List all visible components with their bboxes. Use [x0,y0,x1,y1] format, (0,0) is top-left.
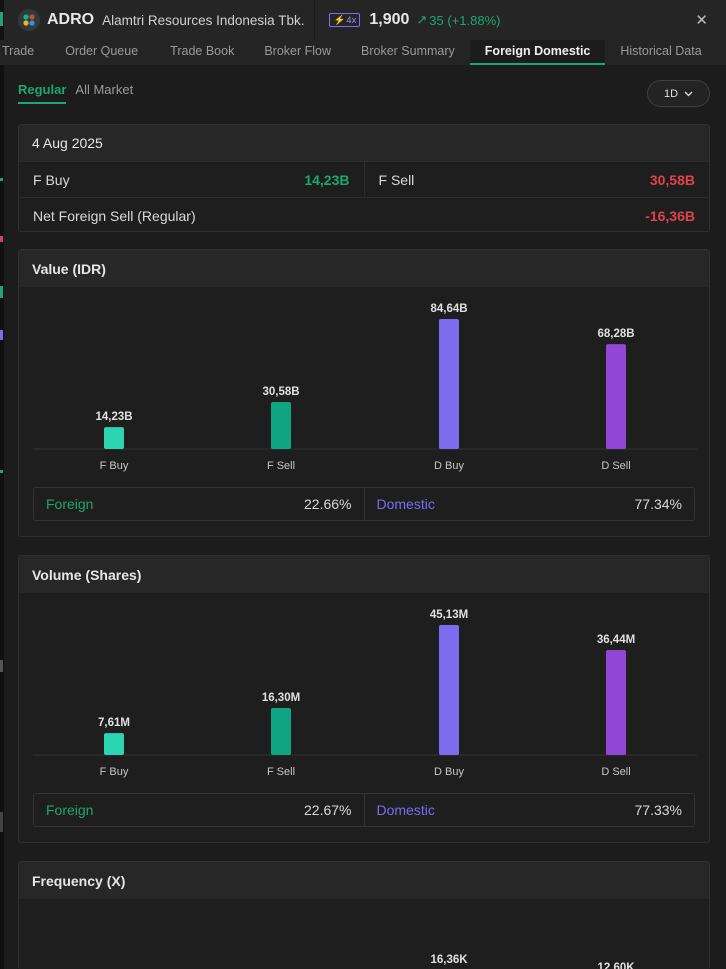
tab-bar: Trade Order Queue Trade Book Broker Flow… [0,40,726,65]
volume-domestic-cell: Domestic 77.33% [363,794,695,826]
value-category-f-buy: F Buy [100,460,129,472]
header-divider [314,0,316,40]
value-bar-label-d-buy: 84,64B [430,303,467,315]
value-category-f-sell: F Sell [267,460,295,472]
value-foreign-pct: 22.66% [304,496,352,512]
volume-foreign-cell: Foreign 22.67% [34,794,364,826]
frequency-bar-chart: 16,36K 12,60K [430,954,635,969]
volume-bar-label-d-buy: 45,13M [430,609,468,621]
frequency-title: Frequency (X) [19,862,709,899]
f-sell-value: 30,58B [649,171,695,188]
leverage-badge[interactable]: ⚡ 4x [329,13,361,27]
volume-bar-chart: 7,61M F Buy 16,30M F Sell 45,13M D Buy 36,44M D… [33,609,697,778]
value-domestic-cell: Domestic 77.34% [363,488,695,520]
net-foreign-cell: Net Foreign Sell (Regular) -16,36B [19,198,709,231]
adjacent-window-edge [0,0,4,969]
value-domestic-label: Domestic [376,496,435,512]
summary-panel: 4 Aug 2025 F Buy 14,23B F Sell 30,58B Ne… [18,124,710,232]
volume-bar-label-f-sell: 16,30M [262,692,300,704]
subtab-regular[interactable]: Regular [18,82,67,104]
volume-ratio-row: Foreign 22.67% Domestic 77.33% [33,793,695,827]
volume-bar-d-buy[interactable] [439,625,459,755]
volume-bar-d-sell[interactable] [606,650,626,755]
value-ratio-row: Foreign 22.66% Domestic 77.34% [33,487,695,521]
tab-broker-flow[interactable]: Broker Flow [264,44,332,58]
stock-header: ADRO Alamtri Resources Indonesia Tbk. ⚡ … [4,0,726,40]
volume-foreign-label: Foreign [46,802,94,818]
volume-bar-label-d-sell: 36,44M [597,634,635,646]
tab-trade[interactable]: Trade [2,44,35,58]
volume-bar-f-buy[interactable] [104,733,124,755]
tab-trade-book[interactable]: Trade Book [170,44,235,58]
volume-category-d-buy: D Buy [434,766,464,778]
value-panel: Value (IDR) 14,23B F Buy 30,58B F Sell 84,64… [18,249,710,537]
volume-panel: Volume (Shares) 7,61M F Buy 16,30M F Sell 45… [18,555,710,843]
ticker-symbol: ADRO [47,11,95,28]
value-bar-d-sell[interactable] [606,344,626,449]
chevron-down-icon [684,91,693,96]
net-foreign-label: Net Foreign Sell (Regular) [33,207,196,224]
volume-foreign-pct: 22.67% [304,802,352,818]
value-bar-label-f-sell: 30,58B [262,386,299,398]
company-logo [18,9,40,31]
bolt-icon: ⚡ [333,14,346,26]
frequency-bar-label-d-sell: 12,60K [597,962,635,969]
tab-foreign-domestic[interactable]: Foreign Domestic [469,40,606,65]
last-price: 1,900 [369,11,410,28]
frequency-bar-label-d-buy: 16,36K [430,954,468,966]
f-sell-cell: F Sell 30,58B [363,162,710,197]
price-change: ↗ 35 (+1.88%) [416,12,500,28]
leverage-value: 4x [346,14,357,26]
period-value: 1D [663,87,679,100]
f-buy-label: F Buy [33,171,70,188]
volume-bar-f-sell[interactable] [271,708,291,755]
value-bar-label-d-sell: 68,28B [597,328,634,340]
value-domestic-pct: 77.34% [634,496,682,512]
f-sell-label: F Sell [378,171,415,188]
f-buy-cell: F Buy 14,23B [19,162,364,197]
subtab-all-market[interactable]: All Market [75,82,134,97]
value-foreign-label: Foreign [46,496,94,512]
tab-broker-summary[interactable]: Broker Summary [361,44,455,58]
volume-title: Volume (Shares) [19,556,709,593]
tab-historical-data[interactable]: Historical Data [620,44,702,58]
up-arrow-icon: ↗ [416,12,428,27]
summary-date: 4 Aug 2025 [19,125,709,161]
summary-buy-sell-row: F Buy 14,23B F Sell 30,58B [19,161,709,197]
volume-bar-label-f-buy: 7,61M [98,717,130,729]
volume-domestic-pct: 77.33% [634,802,682,818]
value-bar-f-sell[interactable] [271,402,291,449]
value-bar-label-f-buy: 14,23B [95,411,132,423]
volume-domestic-label: Domestic [376,802,435,818]
price-change-value: 35 (+1.88%) [429,12,501,28]
close-icon[interactable]: ✕ [695,12,708,29]
net-foreign-value: -16,36B [645,207,695,224]
tab-order-queue[interactable]: Order Queue [65,44,139,58]
value-bar-chart: 14,23B F Buy 30,58B F Sell 84,64B D Buy 68,28B… [33,303,697,472]
f-buy-value: 14,23B [304,171,350,188]
value-category-d-buy: D Buy [434,460,464,472]
company-logo-icon [23,14,35,26]
summary-net-row: Net Foreign Sell (Regular) -16,36B [19,197,709,231]
period-select[interactable]: 1D [647,80,710,107]
value-bar-f-buy[interactable] [104,427,124,449]
volume-category-f-sell: F Sell [267,766,295,778]
volume-category-d-sell: D Sell [601,766,630,778]
company-name: Alamtri Resources Indonesia Tbk. [102,12,305,28]
market-subtabs: Regular All Market [18,82,142,104]
frequency-panel: Frequency (X) 16,36K 12,60K [18,861,710,969]
volume-category-f-buy: F Buy [100,766,129,778]
value-foreign-cell: Foreign 22.66% [34,488,364,520]
value-category-d-sell: D Sell [601,460,630,472]
value-bar-d-buy[interactable] [439,319,459,449]
value-title: Value (IDR) [19,250,709,287]
